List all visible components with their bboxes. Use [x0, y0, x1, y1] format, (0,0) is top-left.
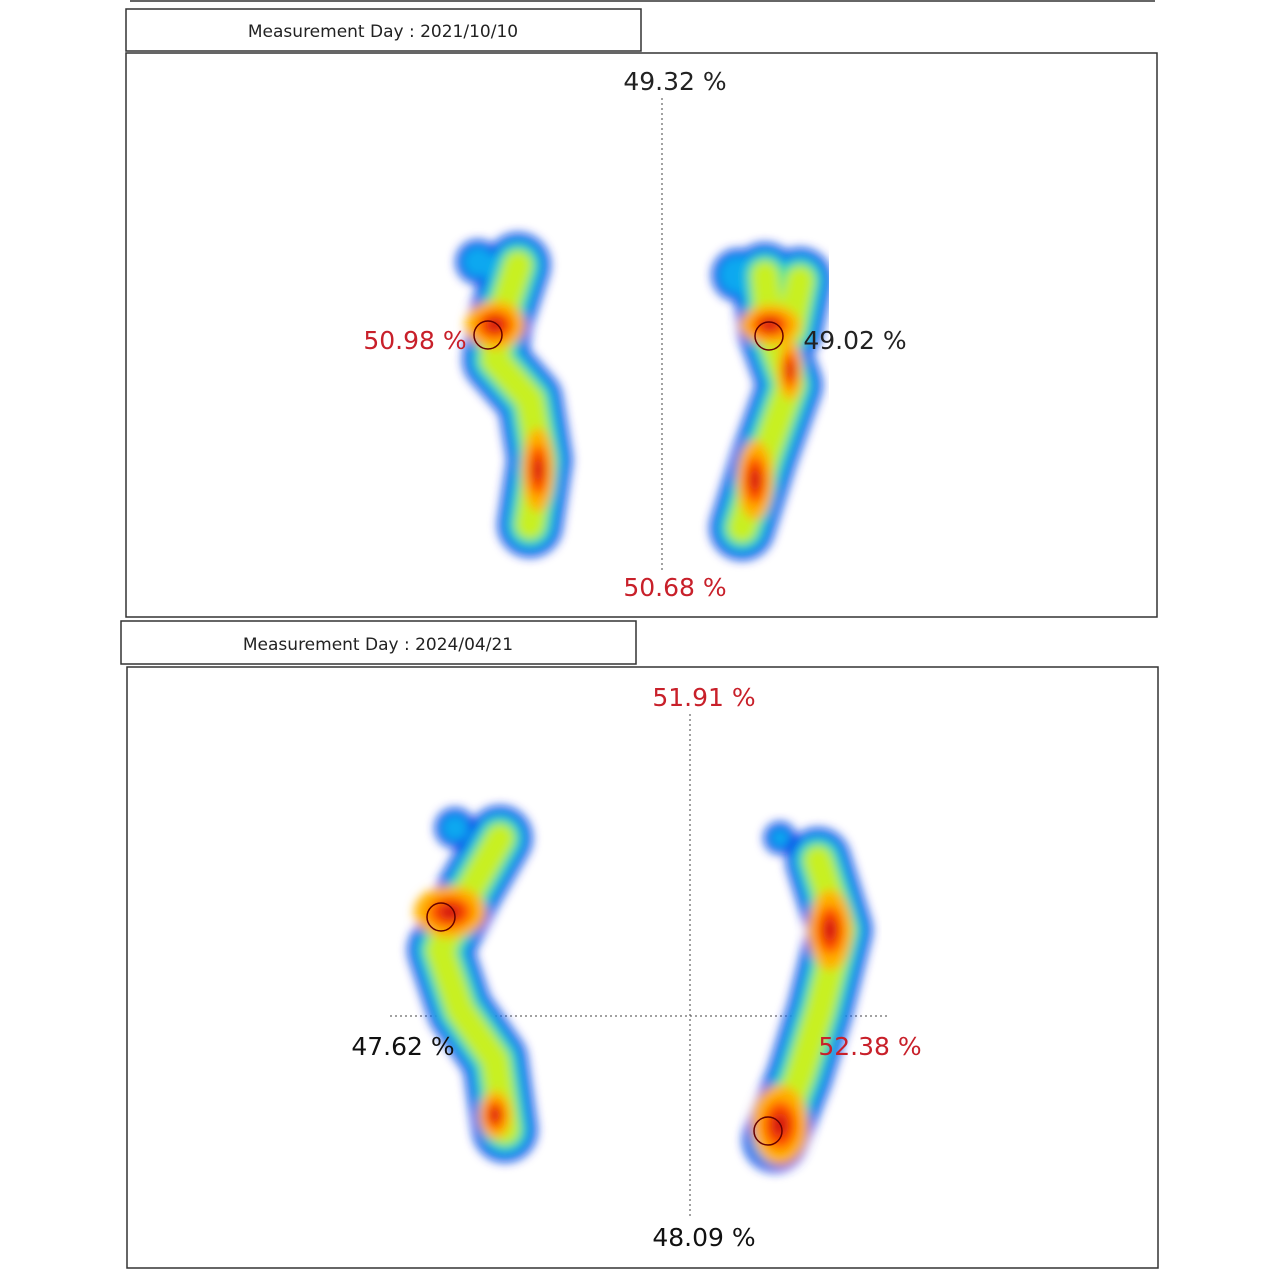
pressure-layer — [441, 814, 469, 842]
percentage-label: 49.32 % — [623, 67, 726, 96]
hot-spot — [533, 457, 543, 483]
pressure-layer — [770, 828, 790, 848]
header-box — [125, 8, 642, 52]
hot-spot — [823, 918, 837, 942]
plot-box — [126, 666, 1159, 1269]
cop-marker — [754, 321, 784, 351]
measurement-day: Measurement Day : 2021/10/10 — [248, 22, 518, 42]
cop-marker — [426, 902, 456, 932]
hot-spot — [490, 1107, 500, 1123]
percentage-label: 49.02 % — [803, 326, 906, 355]
measurement-day: Measurement Day : 2024/04/21 — [243, 635, 513, 655]
pressure-layer — [426, 824, 519, 1144]
cop-marker — [753, 1116, 783, 1146]
percentage-label: 50.98 % — [363, 326, 466, 355]
hot-spot — [761, 319, 779, 331]
percentage-label: 51.91 % — [652, 683, 755, 712]
hot-spot — [749, 468, 761, 492]
panel: Measurement Day : 2021/10/10 49.32 % 50.9… — [125, 8, 1158, 618]
pressure-map — [408, 806, 537, 1162]
percentage-label: 52.38 % — [818, 1032, 921, 1061]
pressure-map — [710, 243, 832, 560]
percentage-label: 47.62 % — [351, 1032, 454, 1061]
cop-marker — [473, 320, 503, 350]
hot-spot — [786, 361, 794, 379]
percentage-label: 50.68 % — [623, 573, 726, 602]
panel: Measurement Day : 2024/04/21 51.91 % 47.6… — [120, 620, 1159, 1269]
percentage-label: 48.09 % — [652, 1223, 755, 1252]
pressure-map — [456, 233, 572, 557]
plot-box — [125, 52, 1158, 618]
pressure-layer — [462, 246, 494, 278]
header-box — [120, 620, 637, 665]
